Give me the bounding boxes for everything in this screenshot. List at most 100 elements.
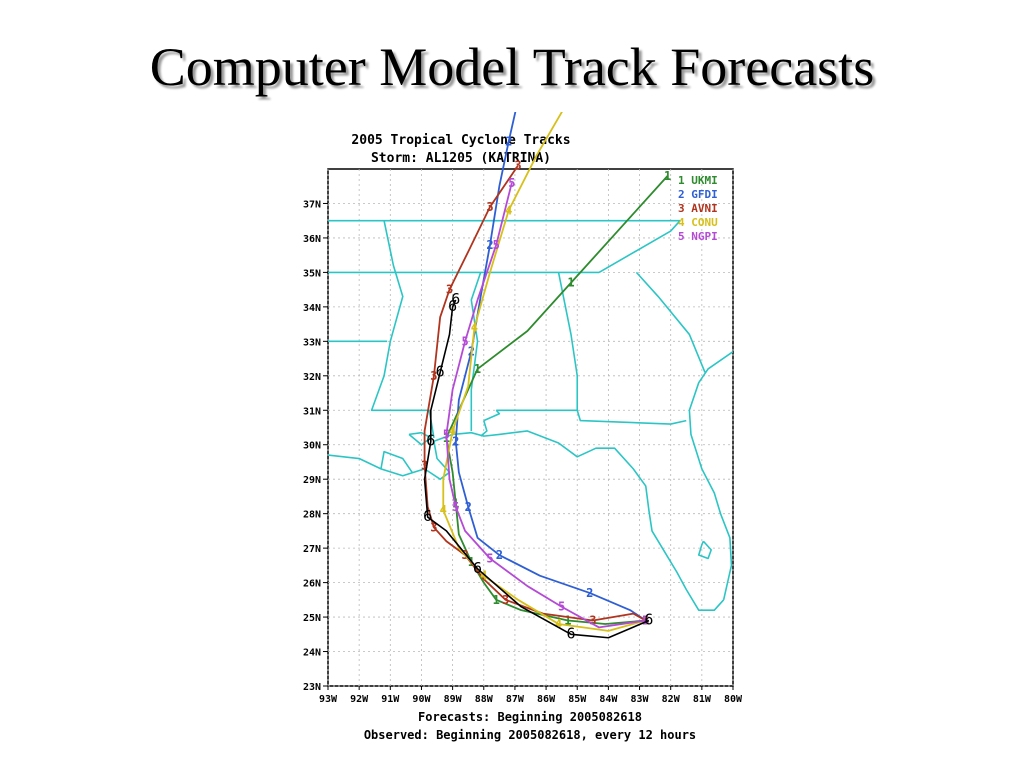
y-tick-label: 35N [303, 268, 321, 279]
legend-entry-avni: 3 AVNI [678, 202, 718, 215]
y-tick-label: 33N [303, 337, 321, 348]
track-point-marker: 4 [480, 569, 487, 583]
x-tick-label: 83W [631, 694, 650, 705]
map-boundary-line [557, 272, 579, 411]
map-boundary-line [697, 540, 712, 560]
y-tick-label: 25N [303, 613, 321, 624]
map-boundary-line [297, 341, 309, 455]
map-boundary-line [496, 409, 687, 425]
y-tick-label: 24N [303, 648, 321, 659]
x-tick-label: 93W [319, 694, 338, 705]
track-point-marker: 2 [505, 134, 512, 148]
coastline-map [297, 219, 733, 611]
y-tick-label: 32N [303, 372, 321, 383]
map-boundary-line [688, 351, 733, 601]
y-tick-label: 37N [303, 199, 321, 210]
track-line [423, 165, 647, 622]
y-tick-label: 34N [303, 303, 321, 314]
track-point-marker: 1 [564, 614, 571, 628]
track-point-marker: 3 [642, 614, 649, 628]
track-line [445, 182, 646, 629]
track-point-marker: 2 [496, 548, 503, 562]
track-chart: 2005 Tropical Cyclone Tracks Storm: AL12… [297, 93, 743, 742]
x-tick-label: 87W [506, 694, 525, 705]
track-point-marker: 1 [567, 276, 574, 290]
y-tick-label: 27N [303, 544, 321, 555]
map-boundary-line [483, 409, 501, 422]
x-tick-label: 88W [475, 694, 494, 705]
map-boundary-line [635, 271, 706, 373]
track-point-marker: 2 [452, 434, 459, 448]
track-point-marker: 6 [436, 362, 445, 380]
chart-footer-observed: Observed: Beginning 2005082618, every 12… [364, 728, 696, 742]
track-point-marker: 6 [451, 290, 460, 308]
grid-lines [327, 169, 734, 687]
chart-footer-forecasts: Forecasts: Beginning 2005082618 [418, 710, 642, 724]
track-ngpi: 5 5 5 5 5 5 5 5 [443, 176, 649, 629]
track-point-marker: 4 [555, 617, 562, 631]
track-point-marker: 6 [423, 507, 432, 525]
x-tick-label: 89W [444, 694, 463, 705]
track-point-marker: 3 [446, 283, 453, 297]
track-line [423, 299, 650, 639]
track-point-marker: 6 [473, 559, 482, 577]
chart-subtitle: Storm: AL1205 (KATRINA) [371, 151, 551, 166]
x-axis-ticks: 93W 92W 91W 90W 89W 88W 87W 86W 85W 84W 83W 82W 81W 8… [319, 686, 743, 705]
y-tick-label: 36N [303, 234, 321, 245]
map-boundary-line [328, 430, 725, 611]
track-point-marker: 2 [586, 586, 593, 600]
track-point-marker: 3 [502, 593, 509, 607]
legend-entry-ukmi: 1 UKMI [678, 174, 718, 187]
track-point-marker: 4 [440, 503, 447, 517]
track-point-marker: 3 [514, 159, 521, 173]
track-point-marker: 2 [486, 238, 493, 252]
x-tick-label: 80W [724, 694, 743, 705]
x-tick-label: 85W [568, 694, 587, 705]
track-line [442, 106, 647, 632]
x-tick-label: 81W [693, 694, 712, 705]
track-point-marker: 4 [505, 203, 512, 217]
x-tick-label: 86W [537, 694, 556, 705]
x-tick-label: 84W [599, 694, 618, 705]
track-point-marker: 3 [589, 614, 596, 628]
y-tick-label: 26N [303, 579, 321, 590]
y-tick-label: 28N [303, 510, 321, 521]
track-point-marker: 5 [508, 176, 515, 190]
x-tick-label: 91W [381, 694, 400, 705]
plot-area [327, 168, 734, 687]
track-point-marker: 3 [486, 200, 493, 214]
track-point-marker: 6 [566, 624, 575, 642]
y-tick-label: 29N [303, 475, 321, 486]
track-point-marker: 5 [493, 238, 500, 252]
track-point-marker: 4 [471, 321, 478, 335]
x-tick-label: 92W [350, 694, 369, 705]
track-point-marker: 5 [443, 427, 450, 441]
track-series: 1111111112222222223333333333444444445555… [421, 93, 671, 642]
track-point-marker: 4 [561, 112, 568, 114]
chart-title: 2005 Tropical Cyclone Tracks [351, 133, 570, 148]
track-point-marker: 2 [465, 500, 472, 514]
track-point-marker: 5 [558, 600, 565, 614]
track-point-marker: 5 [461, 334, 468, 348]
y-tick-label: 23N [303, 682, 321, 693]
track-point-marker: 5 [486, 551, 493, 565]
y-axis-ticks: 23N 24N 25N 26N 27N 28N 29N 30N 31N 32N 33N 34N 35N 3… [303, 199, 328, 693]
track-point-marker: 3 [421, 458, 428, 472]
legend-entry-conu: 4 CONU [678, 216, 718, 229]
map-boundary-line [370, 220, 435, 438]
y-tick-label: 30N [303, 441, 321, 452]
y-tick-label: 31N [303, 406, 321, 417]
legend-entry-ngpi: 5 NGPI [678, 230, 718, 243]
track-point-marker: 4 [449, 424, 456, 438]
track-point-marker: 1 [664, 169, 671, 183]
track-point-marker: 6 [426, 431, 435, 449]
map-boundary-line [598, 220, 681, 274]
track-point-marker: 6 [448, 297, 457, 315]
x-tick-label: 82W [662, 694, 681, 705]
track-line [454, 99, 647, 622]
track-point-marker: 5 [452, 500, 459, 514]
map-boundary-line [380, 450, 413, 473]
track-point-marker: 6 [644, 611, 653, 629]
